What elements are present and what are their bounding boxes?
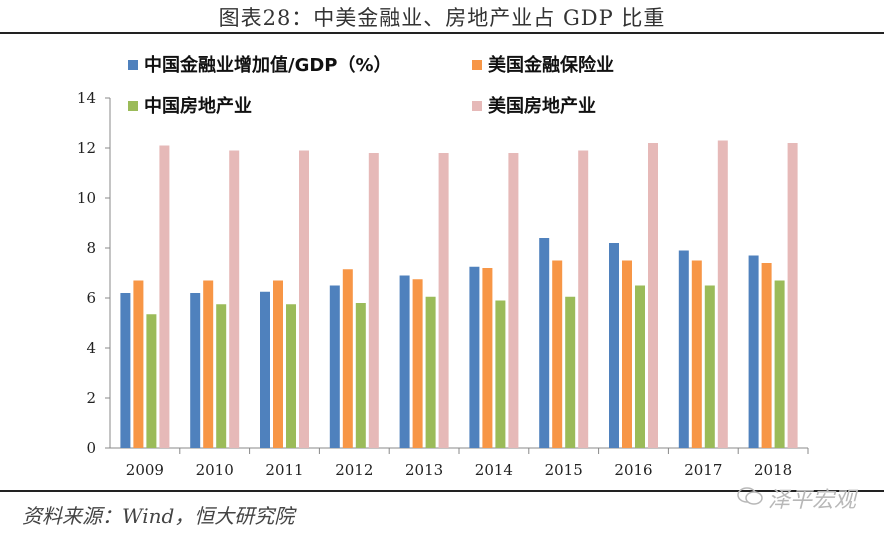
bar <box>761 263 772 448</box>
y-tick-label: 14 <box>77 89 96 107</box>
bar <box>717 140 728 448</box>
top-rule <box>0 32 884 34</box>
bar <box>508 153 519 448</box>
legend-swatch <box>128 60 138 70</box>
bar <box>133 280 144 448</box>
bottom-rule <box>0 490 884 492</box>
bar <box>748 255 759 448</box>
bar <box>399 275 410 448</box>
bar <box>368 153 379 448</box>
bar <box>648 143 658 448</box>
bar <box>774 280 785 448</box>
y-tick-label: 6 <box>86 289 96 307</box>
bar <box>678 250 689 448</box>
x-tick-label: 2018 <box>754 461 792 479</box>
bar <box>146 314 157 448</box>
bar <box>482 268 493 448</box>
legend-label: 中国房地产业 <box>144 95 252 117</box>
y-tick-label: 0 <box>86 439 96 457</box>
bar <box>355 303 366 448</box>
bar <box>787 143 798 448</box>
x-tick-label: 2016 <box>614 461 652 479</box>
bar-chart: 0 2 4 6 8 10 12 14 2009 2010 2011 2012 2013 2014 2015 2… <box>77 54 809 479</box>
bar <box>286 304 296 448</box>
y-tick-label: 4 <box>86 339 96 357</box>
bar <box>635 285 645 448</box>
x-tick-label: 2009 <box>126 461 164 479</box>
x-tick-label: 2015 <box>545 461 583 479</box>
chart-title: 图表28：中美金融业、房地产业占 GDP 比重 <box>218 6 666 30</box>
y-tick-label: 2 <box>86 389 96 407</box>
y-tick-label: 10 <box>77 189 96 207</box>
bar <box>229 150 240 448</box>
bar <box>342 269 353 448</box>
bar <box>425 296 436 448</box>
bar <box>299 150 309 448</box>
bar <box>216 304 227 448</box>
x-tick-label: 2010 <box>196 461 234 479</box>
axes: 0 2 4 6 8 10 12 14 2009 2010 2011 2012 2013 2014 2015 2… <box>77 89 809 479</box>
legend-swatch <box>128 101 138 111</box>
legend-swatch <box>472 101 482 111</box>
x-tick-label: 2014 <box>475 461 513 479</box>
x-tick-label: 2011 <box>265 461 303 479</box>
bar <box>438 153 449 448</box>
bar <box>578 150 589 448</box>
legend-label: 中国金融业增加值/GDP（%） <box>144 54 392 76</box>
legend-swatch <box>472 60 482 70</box>
legend-label: 美国金融保险业 <box>488 54 614 76</box>
legend-label: 美国房地产业 <box>488 95 596 117</box>
bar <box>704 285 715 448</box>
y-tick-label: 12 <box>77 139 96 157</box>
bar <box>120 293 131 448</box>
bar <box>539 238 550 448</box>
bar <box>190 293 201 448</box>
bar <box>495 300 506 448</box>
bar <box>622 260 632 448</box>
bar <box>691 260 702 448</box>
source-note: 资料来源：Wind，恒大研究院 <box>22 504 295 528</box>
bar <box>609 243 619 448</box>
bars <box>120 140 798 448</box>
bar <box>469 266 480 448</box>
x-tick-label: 2017 <box>684 461 722 479</box>
bar <box>260 291 270 448</box>
bar <box>552 260 563 448</box>
wechat-icon <box>737 487 763 505</box>
bar <box>412 279 423 448</box>
x-tick-label: 2013 <box>405 461 443 479</box>
bar <box>203 280 214 448</box>
watermark: 泽平宏观 <box>768 488 857 513</box>
x-tick-label: 2012 <box>335 461 373 479</box>
y-tick-label: 8 <box>86 239 96 257</box>
bar <box>565 296 576 448</box>
bar <box>329 285 340 448</box>
bar <box>159 145 170 448</box>
bar <box>273 280 283 448</box>
